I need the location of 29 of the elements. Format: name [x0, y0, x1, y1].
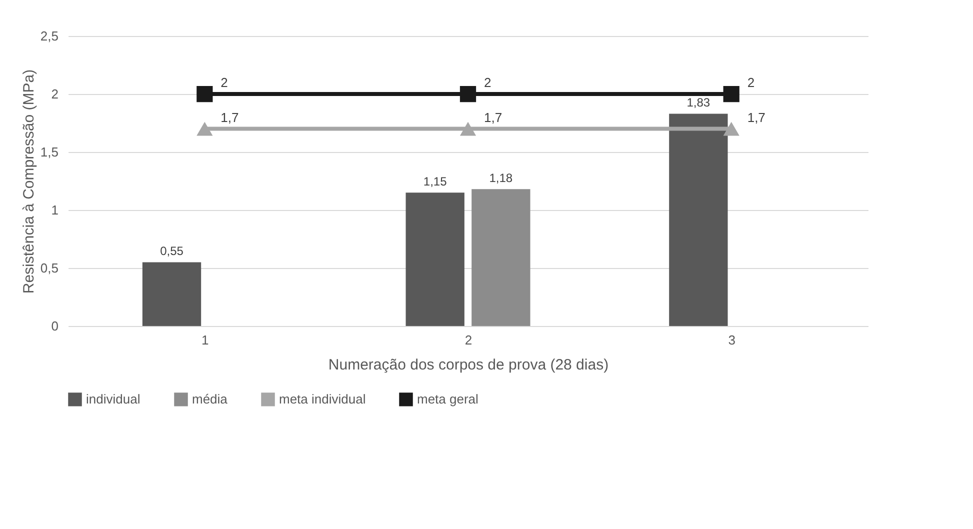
- y-tick-label: 1: [51, 202, 58, 218]
- y-tick-label: 1,5: [40, 144, 58, 160]
- data-label: 2: [220, 75, 228, 90]
- data-label: 2: [747, 75, 755, 90]
- data-label: 1,18: [489, 171, 513, 186]
- y-tick-label: 0: [51, 318, 58, 334]
- data-label: 2: [484, 75, 492, 90]
- data-label: 1,15: [423, 174, 448, 189]
- data-label: 1,83: [686, 96, 710, 110]
- data-label: 1,7: [747, 110, 766, 125]
- bar: [406, 192, 464, 326]
- data-label: 1,7: [220, 110, 239, 125]
- legend-label: meta individual: [279, 391, 366, 406]
- legend-label: meta geral: [417, 391, 479, 406]
- y-tick-label: 2,5: [40, 28, 58, 44]
- legend-label: média: [192, 391, 228, 406]
- y-axis-title: Resistência à Compressão (MPa): [20, 69, 38, 294]
- x-tick-label: 2: [464, 332, 472, 348]
- x-tick-label: 3: [728, 332, 736, 348]
- data-label: 0,55: [160, 244, 184, 258]
- x-axis-title: Numeração dos corpos de prova (28 dias): [328, 356, 609, 374]
- bar: [472, 189, 530, 326]
- data-label: 1,7: [484, 110, 502, 125]
- bar: [669, 114, 728, 326]
- bar: [142, 262, 202, 326]
- y-tick-label: 2: [51, 86, 58, 102]
- y-tick-label: 0,5: [40, 260, 58, 276]
- legend-label: individual: [86, 391, 140, 406]
- x-tick-label: 1: [202, 332, 209, 348]
